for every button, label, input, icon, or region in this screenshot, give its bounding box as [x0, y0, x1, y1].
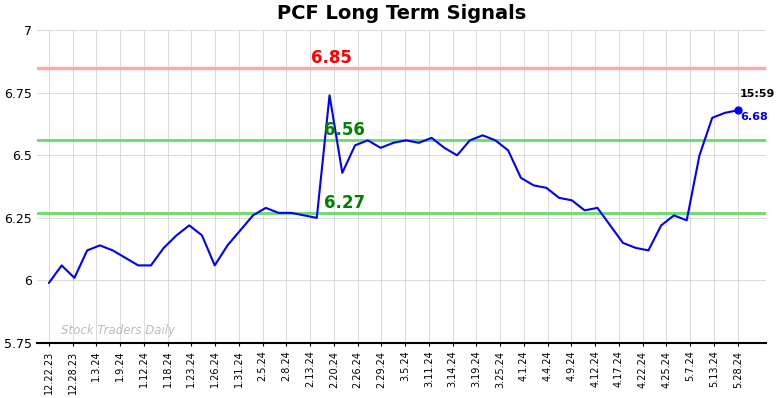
- Text: 6.68: 6.68: [740, 112, 768, 122]
- Text: 15:59: 15:59: [740, 89, 775, 99]
- Text: 6.27: 6.27: [325, 194, 365, 212]
- Title: PCF Long Term Signals: PCF Long Term Signals: [277, 4, 526, 23]
- Text: 6.85: 6.85: [310, 49, 351, 67]
- Text: 6.56: 6.56: [325, 121, 365, 139]
- Text: Stock Traders Daily: Stock Traders Daily: [61, 324, 175, 337]
